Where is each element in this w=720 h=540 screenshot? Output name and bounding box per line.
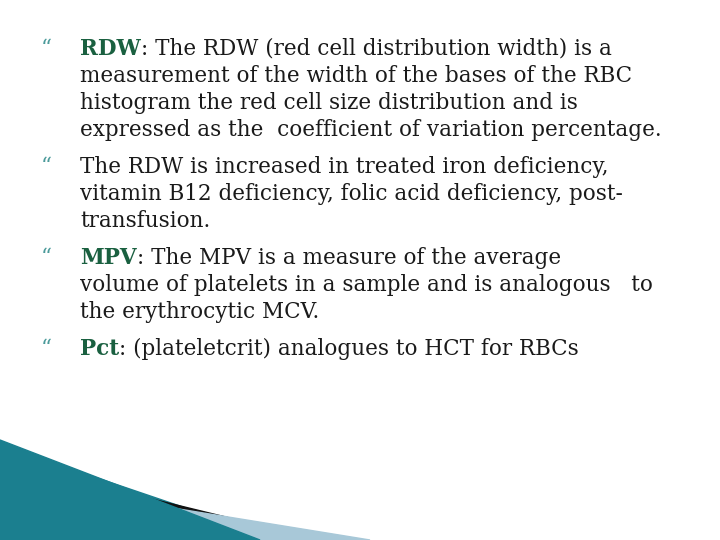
Text: vitamin B12 deficiency, folic acid deficiency, post-: vitamin B12 deficiency, folic acid defic…	[80, 183, 623, 205]
Text: expressed as the  coefficient of variation percentage.: expressed as the coefficient of variatio…	[80, 119, 662, 141]
Polygon shape	[0, 462, 320, 540]
Text: the erythrocytic MCV.: the erythrocytic MCV.	[80, 301, 319, 323]
Text: RDW: RDW	[80, 38, 140, 60]
Text: : The MPV is a measure of the average: : The MPV is a measure of the average	[137, 247, 561, 269]
Text: “: “	[41, 156, 52, 178]
Text: Pct: Pct	[80, 338, 119, 360]
Text: “: “	[41, 38, 52, 60]
Text: MPV: MPV	[80, 247, 137, 269]
Polygon shape	[0, 440, 260, 540]
Text: volume of platelets in a sample and is analogous   to: volume of platelets in a sample and is a…	[80, 274, 653, 296]
Text: histogram the red cell size distribution and is: histogram the red cell size distribution…	[80, 92, 578, 114]
Text: measurement of the width of the bases of the RBC: measurement of the width of the bases of…	[80, 65, 632, 87]
Text: : The RDW (red cell distribution width) is a: : The RDW (red cell distribution width) …	[140, 38, 611, 60]
Text: “: “	[41, 247, 52, 269]
Text: The RDW is increased in treated iron deficiency,: The RDW is increased in treated iron def…	[80, 156, 608, 178]
Text: : (plateletcrit) analogues to HCT for RBCs: : (plateletcrit) analogues to HCT for RB…	[119, 338, 579, 360]
Polygon shape	[0, 480, 370, 540]
Polygon shape	[0, 445, 280, 540]
Text: “: “	[41, 338, 52, 360]
Text: transfusion.: transfusion.	[80, 210, 210, 232]
